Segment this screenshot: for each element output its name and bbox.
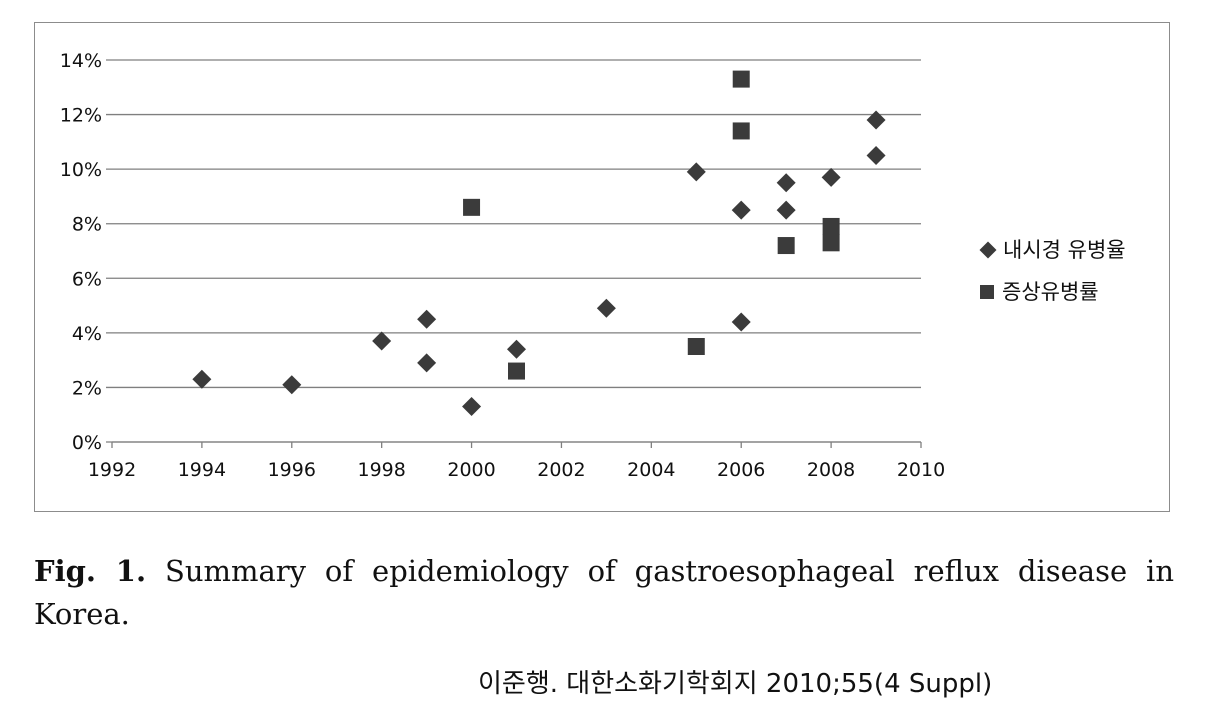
chart-frame: 0% 2% 4% 6% 8% 10% 12% 14% 1992 1994 1996 1998 2000 2… <box>34 22 1170 512</box>
diamond-marker <box>417 309 437 329</box>
square-marker <box>822 217 840 235</box>
x-tick-label: 1998 <box>357 459 405 481</box>
legend-label-symptom: 증상유병률 <box>1002 279 1099 304</box>
diamond-marker <box>686 162 706 182</box>
diamond-marker <box>372 331 392 351</box>
diamond-marker <box>596 298 616 318</box>
square-marker <box>777 237 795 255</box>
x-tick-label: 2000 <box>447 459 495 481</box>
diamond-marker <box>462 397 482 417</box>
square-marker <box>508 362 525 380</box>
diamond-marker <box>776 173 796 193</box>
y-tick-label: 10% <box>60 159 102 181</box>
square-marker <box>822 234 840 252</box>
legend-item-symptom: 증상유병률 <box>979 279 1126 305</box>
square-marker <box>463 198 481 216</box>
legend-item-endoscopic: 내시경 유병율 <box>979 237 1126 263</box>
scatter-plot: 0% 2% 4% 6% 8% 10% 12% 14% 1992 1994 1996 1998 2000 2… <box>60 50 945 481</box>
diamond-marker <box>731 200 751 220</box>
x-tick-label: 2002 <box>537 459 585 481</box>
diamond-marker <box>417 353 437 373</box>
diamond-marker <box>731 312 751 332</box>
diamond-marker <box>866 110 886 130</box>
legend: 내시경 유병율 증상유병률 <box>979 237 1126 321</box>
caption-text: Summary of epidemiology of gastroesophag… <box>34 554 1174 631</box>
diamond-marker <box>821 167 841 187</box>
x-tick-label: 1994 <box>178 459 226 481</box>
diamond-marker <box>776 200 796 220</box>
y-tick-label: 8% <box>72 214 102 236</box>
diamond-marker <box>866 146 886 165</box>
y-tick-label: 0% <box>72 432 102 454</box>
x-tick-label: 1992 <box>88 459 136 481</box>
y-tick-label: 12% <box>60 105 102 127</box>
citation-source: 이준행. 대한소화기학회지 2010;55(4 Suppl) <box>478 669 993 699</box>
square-marker-icon <box>980 285 994 299</box>
diamond-marker <box>192 369 212 389</box>
x-tick-label: 2006 <box>717 459 765 481</box>
diamond-marker <box>507 339 526 359</box>
y-tick-label: 6% <box>72 268 102 290</box>
figure-caption: Fig. 1. Summary of epidemiology of gastr… <box>34 550 1174 636</box>
x-tick-label: 2010 <box>897 459 945 481</box>
x-tick-label: 2008 <box>807 459 855 481</box>
square-marker <box>732 70 750 88</box>
legend-label-endoscopic: 내시경 유병율 <box>1003 237 1126 262</box>
diamond-marker <box>282 375 302 395</box>
square-marker <box>687 338 705 355</box>
y-tick-label: 14% <box>60 50 102 72</box>
x-tick-label: 2004 <box>627 459 675 481</box>
y-tick-label: 4% <box>72 323 102 345</box>
y-tick-label: 2% <box>72 377 102 399</box>
diamond-marker-icon <box>979 241 997 259</box>
square-marker <box>732 122 750 140</box>
x-tick-label: 1996 <box>268 459 316 481</box>
caption-label: Fig. 1. <box>34 554 147 588</box>
